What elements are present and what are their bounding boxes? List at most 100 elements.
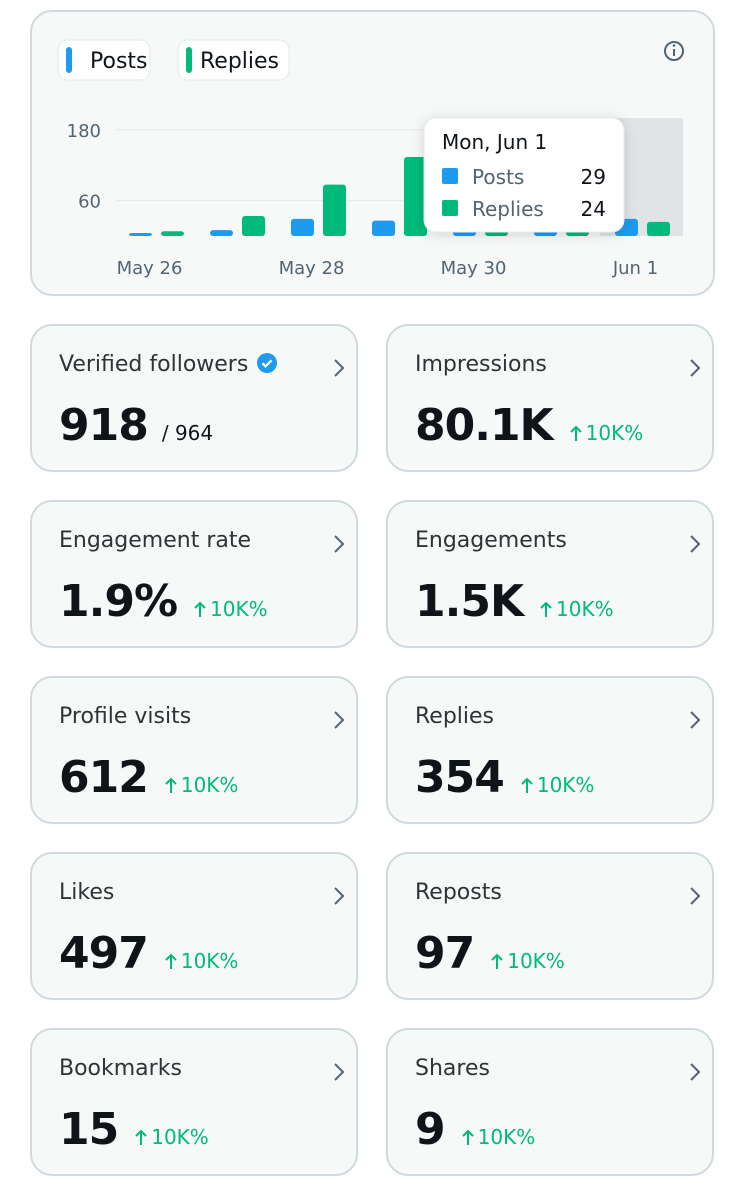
tooltip-title: Mon, Jun 1 — [442, 130, 547, 154]
up-arrow — [540, 601, 552, 617]
chevron — [334, 711, 345, 729]
up-arrow — [521, 777, 533, 793]
card-value: 612 10K% — [59, 752, 238, 803]
legend-pill[interactable] — [177, 39, 290, 81]
card-delta: 10K% — [164, 773, 239, 797]
card-label: Replies — [415, 704, 494, 729]
up-arrow — [165, 777, 177, 793]
up-arrow — [461, 1129, 474, 1145]
metric-card[interactable]: Engagement rate 1.9% 10K% — [30, 500, 358, 648]
legend-swatch — [66, 47, 72, 73]
bar — [242, 215, 265, 236]
metric-card[interactable]: Impressions 80.1K 10K% — [386, 324, 714, 472]
card-label: Verified followers — [59, 352, 278, 377]
card-label: Bookmarks — [59, 1056, 182, 1081]
card-value-text: 354 — [415, 752, 505, 803]
legend-swatch — [186, 47, 192, 73]
card-label-text: Profile visits — [59, 704, 192, 729]
card-delta-text: 10K% — [556, 597, 614, 621]
up-arrow — [194, 601, 206, 617]
tooltip-value: 29 — [581, 165, 606, 189]
metric-card[interactable]: Bookmarks 15 10K% — [30, 1028, 358, 1176]
card-delta-text: 10K% — [180, 773, 239, 797]
metric-card[interactable]: Shares 9 10K% — [386, 1028, 714, 1176]
y-tick-label: 60 — [78, 192, 101, 213]
card-value-text: 1.9% — [59, 576, 178, 627]
card-label-text: Likes — [59, 880, 115, 905]
bar — [291, 218, 314, 236]
card-label: Engagements — [415, 528, 567, 553]
card-value-text: 97 — [415, 928, 475, 979]
up-arrow — [491, 953, 503, 969]
x-tick-label: May 30 — [441, 258, 507, 279]
card-value-text: 918 — [59, 400, 149, 451]
tooltip-label: Posts — [472, 165, 524, 189]
bar — [161, 231, 184, 236]
card-delta-text: 10K% — [180, 949, 239, 973]
legend-label: Replies — [200, 49, 279, 74]
card-delta-text: 10K% — [536, 773, 595, 797]
card-value: 918 / 964 — [59, 400, 213, 451]
card-value: 497 10K% — [59, 928, 238, 979]
up-arrow — [569, 425, 582, 441]
legend-pill[interactable] — [57, 39, 151, 81]
metric-card[interactable]: Likes 497 10K% — [30, 852, 358, 1000]
card-value-text: 612 — [59, 752, 149, 803]
chart: Posts Replies 60 180 May 26 May 28 May 30 Jun 1… — [57, 39, 684, 279]
bar — [210, 230, 233, 236]
card-delta: 10K% — [539, 597, 614, 621]
card-total: / 964 — [161, 421, 214, 445]
tooltip-box — [423, 117, 625, 233]
card-value: 1.5K 10K% — [415, 576, 614, 627]
tooltip-label: Replies — [472, 197, 544, 221]
metric-card[interactable]: Profile visits 612 10K% — [30, 676, 358, 824]
metric-card[interactable]: Verified followers 918 / 964 — [30, 324, 358, 472]
up-arrow — [135, 1129, 147, 1145]
card-label-text: Bookmarks — [59, 1056, 182, 1081]
metric-card[interactable]: Engagements 1.5K 10K% — [386, 500, 714, 648]
card-delta: 10K% — [134, 1125, 209, 1149]
info-icon[interactable] — [664, 41, 684, 61]
card-delta: 10K% — [193, 597, 268, 621]
chevron — [334, 359, 345, 377]
chevron — [334, 887, 345, 905]
card-value: 354 10K% — [415, 752, 594, 803]
card-delta-text: 10K% — [507, 949, 565, 973]
verified-badge — [257, 353, 278, 373]
chevron — [334, 1063, 345, 1081]
tooltip: Mon, Jun 1 Posts 29 Replies 24 — [423, 117, 625, 233]
card-label-text: Engagement rate — [59, 528, 252, 553]
metric-card[interactable]: Replies 354 10K% — [386, 676, 714, 824]
tooltip-swatch — [442, 200, 458, 216]
chevron — [690, 1063, 701, 1081]
card-value: 15 10K% — [59, 1104, 209, 1155]
bar — [404, 156, 427, 236]
card-value-text: 9 — [415, 1104, 446, 1155]
chevron — [690, 359, 701, 377]
card-delta-text: 10K% — [210, 597, 268, 621]
up-arrow — [165, 953, 177, 969]
card-value: 1.9% 10K% — [59, 576, 268, 627]
card-label-text: Impressions — [415, 352, 547, 377]
chevron — [690, 887, 701, 905]
bar — [372, 220, 395, 236]
x-tick-label: May 28 — [279, 258, 345, 279]
card-label: Reposts — [415, 880, 502, 905]
card-value-text: 1.5K — [415, 576, 524, 627]
tooltip-value: 24 — [581, 197, 606, 221]
bar — [647, 221, 670, 236]
card-value-text: 15 — [59, 1104, 119, 1155]
card-label-text: Shares — [415, 1056, 490, 1081]
card-delta: 10K% — [520, 773, 595, 797]
card-label: Engagement rate — [59, 528, 251, 553]
x-tick-label: Jun 1 — [612, 258, 658, 279]
card-delta: 10K% — [461, 1125, 535, 1149]
card-delta-text: 10K% — [585, 421, 644, 445]
y-tick-label: 180 — [67, 121, 101, 142]
card-label: Profile visits — [59, 704, 191, 729]
card-label: Impressions — [415, 352, 547, 377]
card-label: Likes — [59, 880, 114, 905]
card-label-text: Engagements — [415, 528, 567, 553]
metric-card[interactable]: Reposts 97 10K% — [386, 852, 714, 1000]
